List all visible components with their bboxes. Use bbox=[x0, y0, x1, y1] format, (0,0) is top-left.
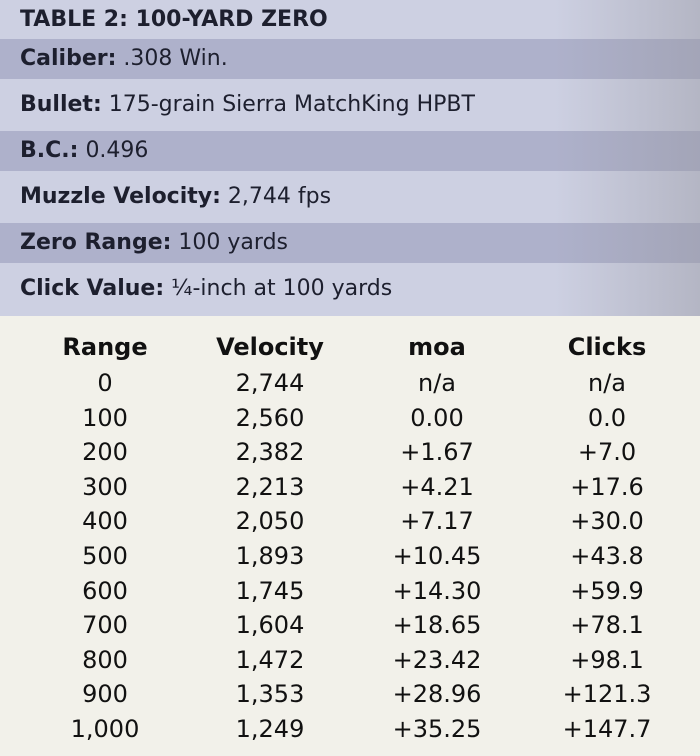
table-cell: 2,213 bbox=[235, 472, 305, 501]
table-cell: 1,249 bbox=[235, 715, 305, 743]
table-cell: +147.7 bbox=[562, 715, 652, 743]
column-header: Velocity bbox=[216, 333, 324, 361]
spec-row: Caliber: .308 Win. bbox=[0, 39, 700, 79]
spec-label: Caliber: bbox=[20, 46, 117, 71]
table-cell: +10.45 bbox=[392, 542, 482, 570]
table-cell: 2,560 bbox=[235, 403, 305, 432]
spec-label: Bullet: bbox=[20, 92, 102, 117]
table-cell: +59.9 bbox=[570, 576, 644, 605]
table-cell: 1,353 bbox=[235, 680, 305, 709]
table-cell: 1,893 bbox=[235, 542, 305, 570]
spec-panel: TABLE 2: 100-YARD ZERO Caliber: .308 Win… bbox=[0, 0, 700, 316]
spec-value: .308 Win. bbox=[123, 46, 228, 71]
table-cell: +78.1 bbox=[570, 611, 644, 640]
column-header: Clicks bbox=[567, 333, 647, 361]
edge-shade bbox=[555, 0, 700, 316]
spec-row: Click Value: ¼-inch at 100 yards bbox=[0, 269, 700, 309]
table-cell: n/a bbox=[587, 369, 626, 397]
column-header: moa bbox=[408, 333, 466, 361]
table-cell: 900 bbox=[82, 680, 128, 709]
table-cell: +98.1 bbox=[570, 645, 644, 674]
table-cell: +7.17 bbox=[400, 507, 474, 536]
table-title: TABLE 2: 100-YARD ZERO bbox=[20, 7, 328, 32]
spec-label: Zero Range: bbox=[20, 230, 172, 255]
table-cell: 800 bbox=[82, 645, 128, 674]
table-cell: 1,604 bbox=[235, 611, 305, 640]
table-cell: 200 bbox=[82, 438, 128, 467]
table-cell: 300 bbox=[82, 472, 128, 501]
table-cell: +23.42 bbox=[392, 645, 482, 674]
table-cell: +7.0 bbox=[577, 438, 637, 467]
table-cell: 0.0 bbox=[587, 403, 627, 432]
table-cell: +30.0 bbox=[570, 507, 644, 536]
column-header: Range bbox=[62, 333, 148, 361]
table-cell: 2,744 bbox=[235, 369, 305, 397]
spec-row: Muzzle Velocity: 2,744 fps bbox=[0, 177, 700, 217]
table-cell: +18.65 bbox=[392, 611, 482, 640]
spec-value: ¼-inch at 100 yards bbox=[171, 276, 393, 301]
spec-value: 2,744 fps bbox=[227, 184, 332, 209]
spec-value: 100 yards bbox=[178, 230, 288, 255]
table-cell: 1,000 bbox=[70, 715, 140, 743]
spec-value: 0.496 bbox=[85, 138, 149, 163]
table-cell: +17.6 bbox=[570, 472, 644, 501]
table-cell: +28.96 bbox=[392, 680, 482, 709]
table-cell: +35.25 bbox=[392, 715, 482, 743]
table-cell: 0.00 bbox=[410, 403, 464, 432]
table-cell: +1.67 bbox=[400, 438, 474, 467]
table-cell: +4.21 bbox=[400, 472, 474, 501]
table-cell: +43.8 bbox=[570, 542, 644, 570]
spec-value: 175-grain Sierra MatchKing HPBT bbox=[108, 92, 475, 117]
table-cell: 700 bbox=[82, 611, 128, 640]
spec-label: Muzzle Velocity: bbox=[20, 184, 221, 209]
spec-label: B.C.: bbox=[20, 138, 79, 163]
data-table: Range Velocity moa Clicks 0 2,744 n/a n/a 100 2,5… bbox=[0, 316, 700, 756]
table-cell: 100 bbox=[82, 403, 128, 432]
spec-row: B.C.: 0.496 bbox=[0, 131, 700, 171]
table-cell: 2,382 bbox=[235, 438, 305, 467]
title-band: TABLE 2: 100-YARD ZERO bbox=[0, 0, 700, 39]
table-cell: +121.3 bbox=[562, 680, 652, 709]
spec-row: Bullet: 175-grain Sierra MatchKing HPBT bbox=[0, 85, 700, 125]
table-cell: 0 bbox=[97, 369, 113, 397]
table-cell: 2,050 bbox=[235, 507, 305, 536]
table-cell: n/a bbox=[417, 369, 456, 397]
table-cell: 500 bbox=[82, 542, 128, 570]
table-cell: 1,472 bbox=[235, 645, 305, 674]
spec-label: Click Value: bbox=[20, 276, 165, 301]
table-cell: 1,745 bbox=[235, 576, 305, 605]
table-cell: 400 bbox=[82, 507, 128, 536]
spec-row: Zero Range: 100 yards bbox=[0, 223, 700, 263]
table-cell: +14.30 bbox=[392, 576, 482, 605]
table-cell: 600 bbox=[82, 576, 128, 605]
